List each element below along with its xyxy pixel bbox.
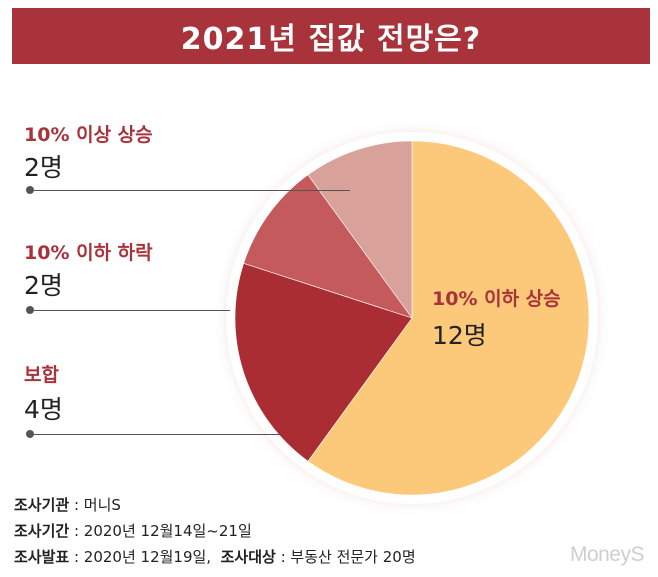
moneys-logo: MoneyS <box>569 543 645 566</box>
leader-line-flat <box>30 434 280 435</box>
count-fall-under-10: 2명 <box>24 271 63 300</box>
chart-title: 2021년 집값 전망은? <box>180 22 482 57</box>
leader-line-fall-under-10 <box>30 310 230 311</box>
leader-dot-rise-over-10 <box>26 186 34 194</box>
survey-period-value: : 2020년 12월14일~21일 <box>69 522 252 540</box>
survey-release-line: 조사발표 : 2020년 12월19일, 조사대상 : 부동산 전문가 20명 <box>14 544 416 570</box>
survey-org-value: : 머니S <box>69 496 121 514</box>
pie-slice-3 <box>307 140 413 319</box>
survey-period-line: 조사기간 : 2020년 12월14일~21일 <box>14 518 416 544</box>
survey-info: 조사기관 : 머니S 조사기간 : 2020년 12월14일~21일 조사발표 … <box>14 492 416 570</box>
survey-release-value: : 2020년 12월19일, <box>69 548 212 566</box>
title-banner: 2021년 집값 전망은? <box>12 8 650 64</box>
survey-period-key: 조사기간 <box>14 522 70 540</box>
pie-slice-1 <box>234 262 413 462</box>
label-rise-under-10: 10% 이하 상승 <box>432 288 561 310</box>
survey-org-key: 조사기관 <box>14 496 70 514</box>
leader-line-rise-over-10 <box>30 190 350 191</box>
label-rise-over-10: 10% 이상 상승 <box>24 124 153 146</box>
count-rise-under-10: 12명 <box>432 321 487 350</box>
label-fall-under-10: 10% 이하 하락 <box>24 242 153 264</box>
pie-slice-2 <box>243 174 413 319</box>
survey-target-value: : 부동산 전문가 20명 <box>275 548 416 566</box>
leader-dot-flat <box>26 430 34 438</box>
count-flat: 4명 <box>24 395 63 424</box>
label-flat: 보합 <box>24 364 59 386</box>
pie-slice-0 <box>307 140 590 496</box>
survey-org-line: 조사기관 : 머니S <box>14 492 416 518</box>
count-rise-over-10: 2명 <box>24 153 63 182</box>
survey-target-key: 조사대상 <box>220 548 276 566</box>
leader-dot-fall-under-10 <box>26 306 34 314</box>
survey-release-key: 조사발표 <box>14 548 70 566</box>
